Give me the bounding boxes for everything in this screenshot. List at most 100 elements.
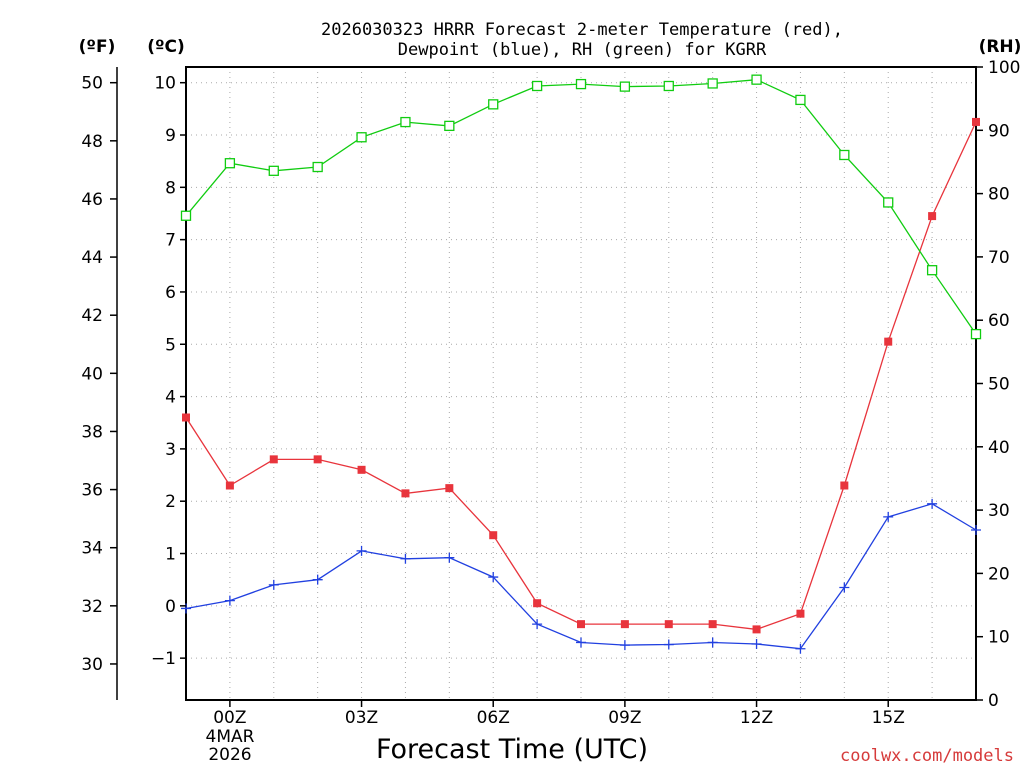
rh-unit-label: (RH): [979, 37, 1022, 57]
dewpoint-point: [444, 552, 455, 563]
dewpoint-point: [224, 595, 235, 606]
x-tick-label: 06Z: [477, 708, 510, 728]
temperature-point: [577, 620, 585, 629]
dewpoint-point: [663, 639, 674, 650]
celsius-tick-label: 4: [165, 388, 176, 408]
chart-title-line-1: 2026030323 HRRR Forecast 2-meter Tempera…: [321, 20, 843, 40]
rh-point: [663, 80, 674, 92]
rh-tick-label: 30: [988, 501, 1010, 521]
temperature-point: [225, 481, 234, 490]
temperature-point: [972, 117, 980, 126]
temperature-point: [269, 455, 278, 464]
temperature-point: [620, 620, 629, 629]
fahrenheit-tick-label: 42: [81, 306, 103, 326]
temperature-point: [708, 620, 717, 629]
rh-point: [619, 81, 631, 92]
rh-tick-label: 100: [988, 58, 1020, 78]
dewpoint-point: [707, 637, 718, 648]
temperature-point: [752, 625, 761, 634]
dewpoint-point: [356, 545, 367, 556]
axes-layer: −101234567891030323436384042444648500102…: [81, 58, 1020, 728]
rh-tick-label: 80: [988, 185, 1010, 205]
dewpoint-point: [312, 574, 323, 585]
dewpoint-point: [532, 619, 543, 630]
temperature-point: [489, 531, 498, 540]
fahrenheit-tick-label: 38: [81, 422, 103, 442]
celsius-tick-label: 3: [165, 440, 176, 460]
temperature-point: [445, 484, 454, 493]
rh-point: [839, 149, 850, 161]
dewpoint-point: [751, 639, 762, 650]
dewpoint-point: [883, 511, 894, 522]
rh-point: [795, 94, 806, 106]
rh-point: [224, 158, 236, 169]
fahrenheit-tick-label: 34: [81, 539, 103, 559]
fahrenheit-unit-label: (ºF): [79, 37, 116, 57]
fahrenheit-tick-label: 30: [81, 655, 103, 675]
rh-tick-label: 40: [988, 438, 1010, 458]
rh-point: [312, 161, 323, 173]
temperature-point: [664, 620, 673, 629]
credit-label: coolwx.com/models: [840, 746, 1014, 766]
fahrenheit-tick-label: 46: [81, 190, 103, 210]
celsius-tick-label: 1: [165, 545, 176, 565]
dewpoint-point: [400, 553, 411, 564]
date-label-day: 4MAR: [206, 727, 255, 747]
temperature-point: [928, 212, 937, 221]
dewpoint-point: [927, 498, 938, 509]
temperature-point: [357, 465, 366, 474]
dewpoint-point: [488, 572, 499, 583]
celsius-tick-label: 7: [165, 231, 176, 251]
celsius-tick-label: 8: [165, 178, 176, 198]
temperature-point: [182, 413, 190, 422]
celsius-tick-label: 2: [165, 492, 176, 512]
fahrenheit-tick-label: 48: [81, 132, 103, 152]
temperature-point: [840, 481, 849, 490]
series-layer: [180, 74, 982, 654]
rh-point: [970, 328, 982, 340]
rh-point: [531, 80, 543, 92]
rh-point: [444, 120, 455, 132]
x-tick-label: 15Z: [872, 708, 905, 728]
dewpoint-point: [576, 637, 586, 648]
celsius-tick-label: 0: [165, 597, 176, 617]
rh-point: [883, 197, 894, 208]
fahrenheit-tick-label: 36: [81, 481, 103, 501]
fahrenheit-tick-label: 40: [81, 364, 103, 384]
rh-point: [356, 132, 367, 143]
x-tick-label: 12Z: [740, 708, 773, 728]
rh-tick-label: 60: [988, 311, 1010, 331]
grid: [186, 67, 976, 700]
date-label-year: 2026: [208, 745, 251, 765]
rh-point: [180, 210, 192, 221]
x-tick-label: 00Z: [213, 708, 246, 728]
rh-point: [268, 165, 279, 176]
temperature-point: [533, 599, 542, 608]
rh-point: [488, 99, 499, 110]
dewpoint-point: [795, 643, 806, 654]
chart-title-line-2: Dewpoint (blue), RH (green) for KGRR: [398, 40, 767, 60]
rh-tick-label: 0: [988, 691, 999, 711]
x-tick-label: 09Z: [608, 708, 641, 728]
celsius-tick-label: 5: [165, 335, 176, 355]
dewpoint-point: [839, 582, 850, 593]
celsius-unit-label: (ºC): [147, 37, 185, 57]
temperature-point: [796, 609, 805, 618]
celsius-tick-label: 10: [154, 74, 176, 94]
plot-frame: [185, 66, 977, 701]
rh-point: [926, 265, 938, 276]
temperature-point: [313, 455, 322, 464]
rh-tick-label: 20: [988, 564, 1010, 584]
celsius-tick-label: 6: [165, 283, 176, 303]
x-axis-label: Forecast Time (UTC): [376, 734, 648, 765]
rh-point: [707, 78, 718, 89]
temperature-point: [884, 337, 893, 346]
fahrenheit-tick-label: 32: [81, 597, 103, 617]
temperature-point: [401, 489, 410, 498]
rh-tick-label: 50: [988, 375, 1010, 395]
celsius-tick-label: −1: [151, 649, 176, 669]
x-tick-label: 03Z: [345, 708, 378, 728]
fahrenheit-tick-label: 44: [81, 248, 103, 268]
rh-point: [400, 116, 411, 128]
